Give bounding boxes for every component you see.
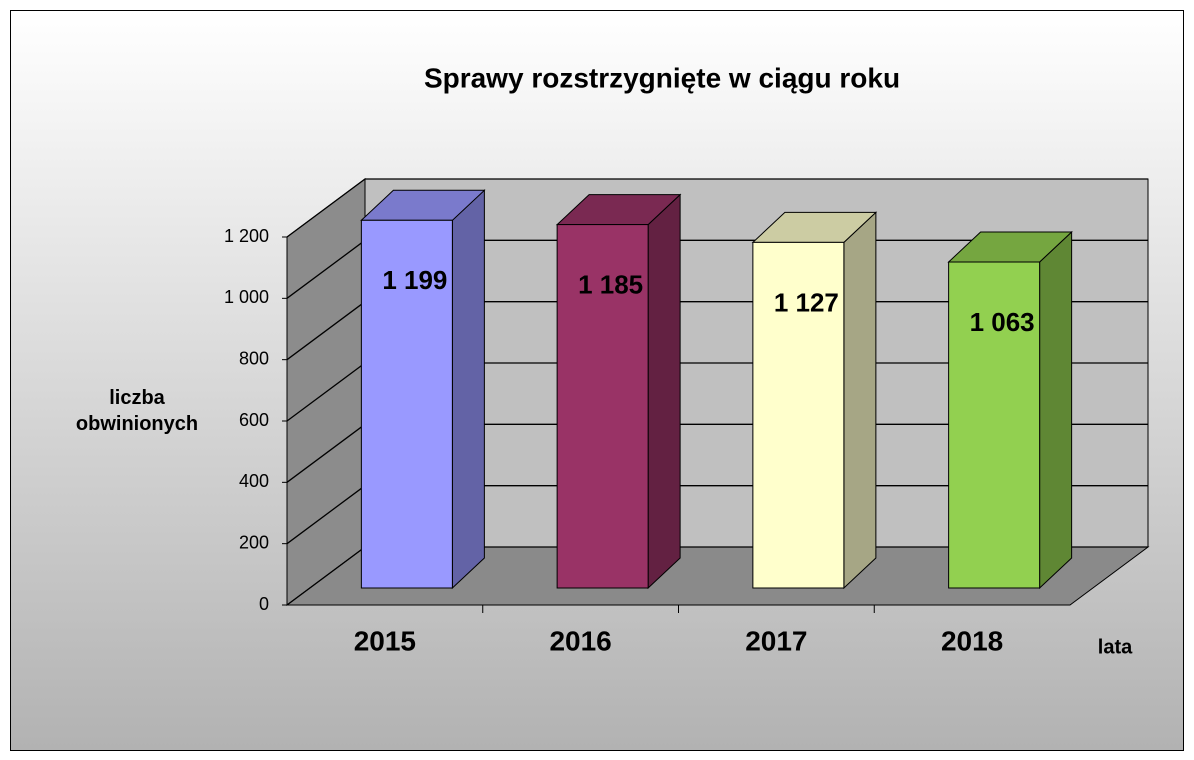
bar-side [647,193,681,590]
x-tick-label: 2015 [354,625,416,656]
bar-front [556,224,649,589]
value-label: 1 063 [970,307,1035,337]
bar [751,211,878,590]
y-tick-label: 1 000 [224,287,269,307]
chart-title: Sprawy rozstrzygnięte w ciągu roku [424,62,900,93]
bar [947,230,1073,590]
x-tick-label: 2018 [941,625,1003,656]
value-label: 1 127 [774,287,839,317]
bar-side [843,211,877,590]
y-tick-label: 1 200 [224,226,269,246]
y-axis-label: liczba obwinionych [75,387,199,435]
y-tick-label: 400 [239,471,269,491]
bar [555,193,682,590]
bar-front [752,241,845,589]
value-label: 1 199 [382,265,447,295]
y-tick-label: 200 [239,532,269,552]
y-tick-label: 600 [239,410,269,430]
bar-front [948,261,1041,589]
x-axis-label: lata [1098,636,1133,658]
bar-side [1039,230,1073,590]
bar [360,189,486,590]
y-tick-label: 0 [259,594,269,614]
x-tick-label: 2016 [549,625,611,656]
grid-line [286,178,1148,238]
x-tick-label: 2017 [745,625,807,656]
value-label: 1 185 [578,269,643,299]
bar-side [451,189,485,590]
bar-front [360,219,453,589]
y-tick-label: 800 [239,348,269,368]
